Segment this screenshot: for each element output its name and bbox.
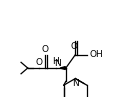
Text: O: O <box>42 45 49 54</box>
Text: O: O <box>36 58 43 67</box>
Text: N: N <box>72 79 79 88</box>
Text: N: N <box>54 59 61 68</box>
Text: OH: OH <box>89 50 103 59</box>
Text: H: H <box>52 57 59 66</box>
Text: O: O <box>70 42 77 51</box>
Polygon shape <box>60 67 65 69</box>
